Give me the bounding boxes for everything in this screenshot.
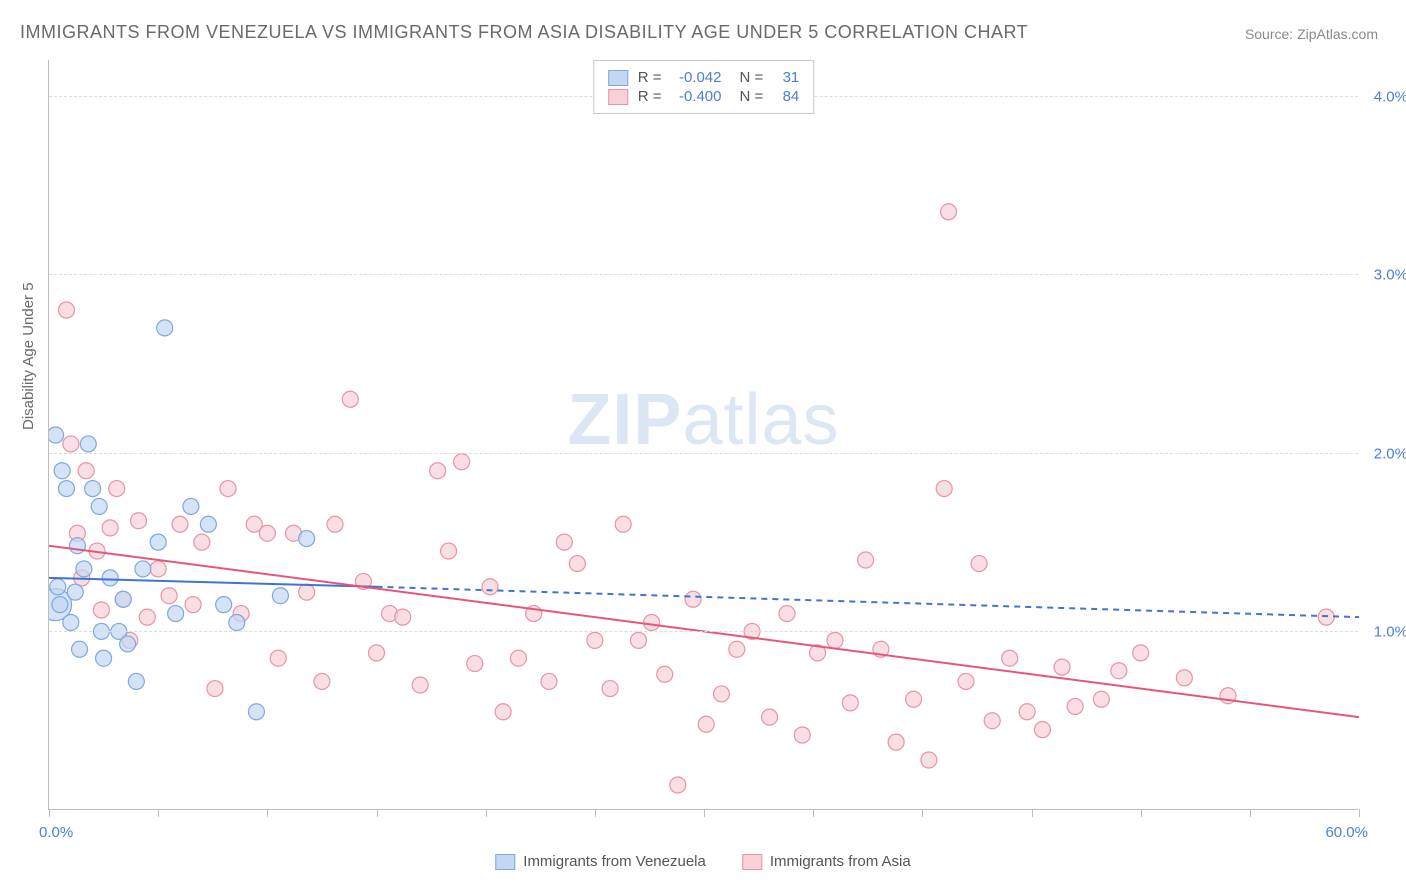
x-tick (922, 809, 923, 817)
x-tick (704, 809, 705, 817)
x-tick (1141, 809, 1142, 817)
source-label: Source: (1245, 26, 1293, 42)
x-tick (1250, 809, 1251, 817)
r-label: R = (638, 88, 662, 105)
swatch-asia (608, 89, 628, 105)
legend-item-asia: Immigrants from Asia (742, 853, 911, 870)
legend-label-asia: Immigrants from Asia (770, 853, 911, 870)
x-tick (595, 809, 596, 817)
r-label: R = (638, 69, 662, 86)
source-name: ZipAtlas.com (1297, 26, 1378, 42)
x-tick (1359, 809, 1360, 817)
y-tick-label: 4.0% (1364, 88, 1406, 105)
source-attribution: Source: ZipAtlas.com (1245, 26, 1378, 42)
legend-item-venezuela: Immigrants from Venezuela (495, 853, 706, 870)
n-value-asia: 84 (769, 88, 799, 105)
y-axis-title: Disability Age Under 5 (20, 282, 37, 430)
x-tick (813, 809, 814, 817)
n-value-venezuela: 31 (769, 69, 799, 86)
y-tick-label: 1.0% (1364, 624, 1406, 641)
x-axis-max-label: 60.0% (1325, 824, 1368, 841)
gridline: 1.0% (49, 631, 1358, 632)
stats-row-venezuela: R = -0.042 N = 31 (608, 69, 800, 86)
chart-title: IMMIGRANTS FROM VENEZUELA VS IMMIGRANTS … (20, 22, 1028, 43)
x-tick (377, 809, 378, 817)
x-axis-min-label: 0.0% (39, 824, 73, 841)
gridline: 3.0% (49, 274, 1358, 275)
x-tick (158, 809, 159, 817)
swatch-asia (742, 854, 762, 870)
swatch-venezuela (495, 854, 515, 870)
swatch-venezuela (608, 70, 628, 86)
correlation-stats-box: R = -0.042 N = 31 R = -0.400 N = 84 (593, 60, 815, 114)
x-tick (486, 809, 487, 817)
x-tick (49, 809, 50, 817)
r-value-venezuela: -0.042 (668, 69, 722, 86)
chart-plot-area: ZIPatlas 1.0%2.0%3.0%4.0% 0.0% 60.0% R =… (48, 60, 1358, 810)
y-tick-label: 3.0% (1364, 267, 1406, 284)
n-label: N = (740, 88, 764, 105)
y-tick-label: 2.0% (1364, 445, 1406, 462)
r-value-asia: -0.400 (668, 88, 722, 105)
bottom-legend: Immigrants from Venezuela Immigrants fro… (495, 853, 910, 870)
stats-row-asia: R = -0.400 N = 84 (608, 88, 800, 105)
x-tick (1032, 809, 1033, 817)
x-tick (267, 809, 268, 817)
scatter-svg (49, 60, 1359, 810)
n-label: N = (740, 69, 764, 86)
gridline: 2.0% (49, 453, 1358, 454)
legend-label-venezuela: Immigrants from Venezuela (523, 853, 706, 870)
